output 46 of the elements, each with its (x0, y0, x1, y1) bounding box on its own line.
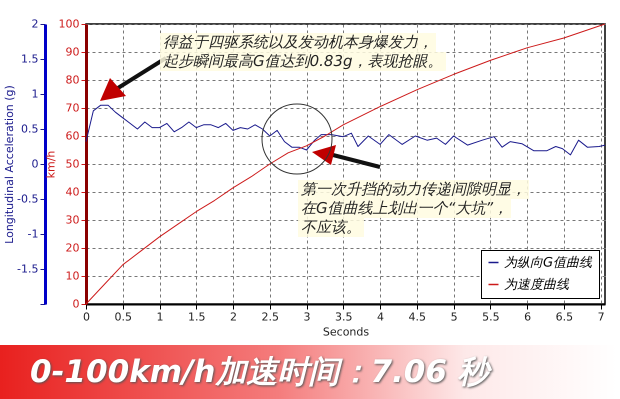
x-tick-label: 3 (304, 310, 311, 324)
x-axis-title: Seconds (322, 326, 370, 338)
y-tick-label: -1 (28, 228, 38, 240)
x-tick-label: 1.5 (188, 310, 206, 324)
x-tick-label: 2 (230, 310, 238, 324)
y2-tick-label: 50 (66, 158, 80, 170)
y2-tick-label: 20 (66, 242, 80, 254)
y2-tick-label: 80 (66, 74, 80, 86)
annotation: 起步瞬间最高G值达到0.83g，表现抢眼。 (160, 52, 446, 71)
x-tick-label: 7 (598, 310, 605, 324)
annotation: 不应该。 (298, 218, 364, 237)
annotation: 在G值曲线上划出一个“大坑”， (298, 199, 512, 218)
y2-tick-label: 30 (66, 214, 80, 226)
y-tick-label: 2 (32, 18, 38, 30)
x-tick-label: 0.5 (114, 310, 132, 324)
x-tick-label: 4.5 (408, 310, 426, 324)
annotation: 得益于四驱系统以及发动机本身爆发力， (160, 33, 436, 52)
x-tick-label: 6 (524, 310, 532, 324)
annotation: 第一次升挡的动力传递间隙明显， (298, 180, 529, 199)
x-tick-label: 4 (377, 310, 384, 324)
y-axis-title: Longitudinal Acceleration (g) (3, 85, 16, 244)
x-tick-label: 5 (450, 310, 458, 324)
legend-label: 为速度曲线 (504, 276, 570, 292)
y2-axis-title: km/h (44, 150, 58, 178)
x-tick-label: 1 (156, 310, 164, 324)
y2-tick-label: 40 (66, 186, 80, 198)
y-tick-label: -0.5 (17, 192, 38, 206)
y-tick-label: 0 (32, 158, 38, 170)
y2-tick-label: 10 (66, 270, 80, 282)
y2-tick-label: 100 (58, 18, 80, 30)
x-tick-label: 6.5 (556, 310, 574, 324)
x-tick-label: 2.5 (262, 310, 280, 324)
x-tick-label: 5.5 (482, 310, 500, 324)
text: 0-100km/h加速时间：7.06 秒 (0, 345, 620, 399)
y2-tick-label: 90 (66, 46, 80, 58)
y-tick-label: -1.5 (17, 262, 38, 276)
y-tick-label: 1 (32, 88, 38, 100)
legend-label: 为纵向G值曲线 (504, 256, 594, 270)
y-tick-label: 1.5 (21, 52, 38, 66)
x-tick-label: 0 (83, 310, 90, 324)
line-series (86, 104, 606, 156)
y2-tick-label: 60 (66, 130, 80, 142)
y2-tick-label: 70 (66, 102, 80, 114)
y2-tick-label: 0 (72, 298, 80, 310)
x-tick-label: 3.5 (335, 310, 353, 324)
y-tick-label: 0.5 (21, 122, 38, 136)
